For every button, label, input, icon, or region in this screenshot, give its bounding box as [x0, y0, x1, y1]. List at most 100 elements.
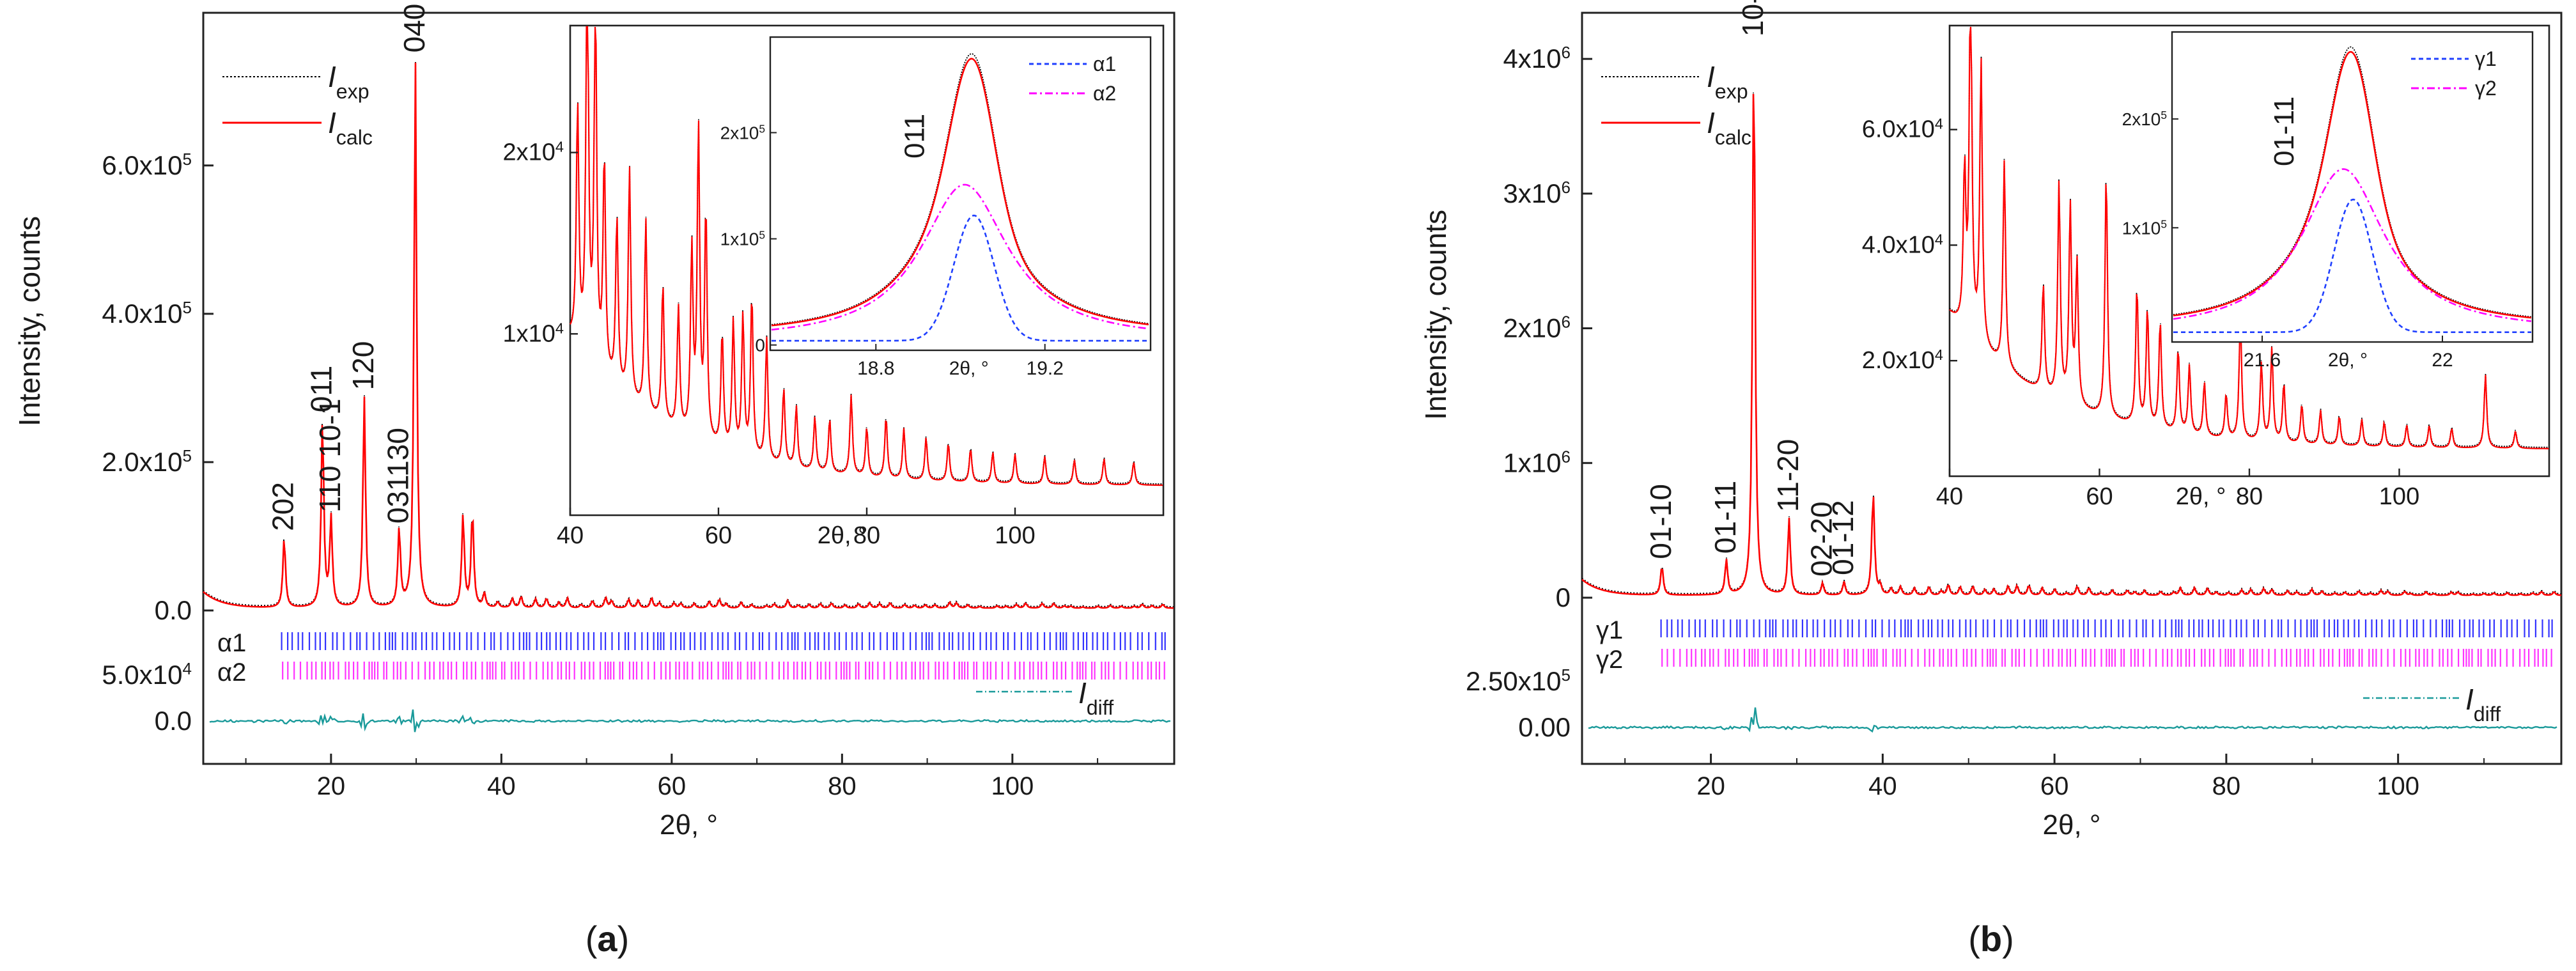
- legend-label-exp-subscript: exp: [336, 80, 369, 103]
- peak-label: 110 10-1: [313, 399, 346, 513]
- y-tick-label-base: 2x10: [1503, 313, 1561, 343]
- peak-label: 202: [267, 482, 300, 531]
- inset2-exp-line: [771, 53, 1149, 325]
- inset2-y-tick-label-base: 2x10: [720, 123, 759, 143]
- inset-x-tick-label: 80: [853, 522, 880, 549]
- y-tick-label-base: 4.0x10: [102, 299, 182, 329]
- y-tick-label-exponent: 6: [1562, 447, 1571, 466]
- y-tick-label-base: 2.0x10: [102, 447, 182, 477]
- legend-label-calc-subscript: calc: [1715, 126, 1751, 149]
- inset2-x-tick-label: 18.8: [857, 358, 894, 379]
- panel-label-letter: a: [597, 919, 617, 959]
- inset-y-tick-label-exponent: 4: [555, 320, 564, 336]
- inset2-x-axis-label: 2θ, °: [2328, 350, 2368, 371]
- diff-tick-label-base: 2.50x10: [1466, 666, 1561, 696]
- y-tick-label-base: 3x10: [1503, 178, 1561, 208]
- diff-tick-label: 0.00: [1518, 712, 1571, 742]
- peak-label: 02-20: [1804, 501, 1838, 577]
- inset-y-tick-label-exponent: 4: [1935, 346, 1943, 363]
- series-exp-line: [1581, 92, 2562, 595]
- plot-frame: [202, 12, 1175, 765]
- inset-x-tick-label: 80: [2236, 483, 2263, 510]
- phase-label: α1: [217, 629, 246, 657]
- peak-label: 011: [305, 366, 338, 412]
- x-axis-label: 2θ, °: [660, 809, 718, 841]
- inset2-legend-label: γ2: [2475, 77, 2497, 100]
- x-tick-label: 60: [658, 772, 687, 800]
- y-tick-label: 4.0x105: [102, 298, 192, 329]
- inset-x-axis-label: 2θ, °: [2176, 483, 2226, 510]
- inset2-component-1-line: [2173, 198, 2531, 333]
- inset2-y-tick-label: 0: [755, 336, 765, 355]
- phase-reflection-ticks-0: [281, 632, 1166, 650]
- y-tick-label-base: 4x10: [1503, 43, 1561, 74]
- y-tick-label: 0: [1556, 582, 1571, 612]
- series-exp-line: [203, 61, 1174, 608]
- inset2-y-tick-label-base: 1x10: [720, 229, 759, 249]
- inset2-y-tick-label-base: 1x10: [2122, 218, 2161, 238]
- phase-reflection-ticks-1: [1661, 649, 2552, 667]
- inset-x-tick-label: 100: [2379, 483, 2419, 510]
- diff-tick-label: 2.50x105: [1466, 665, 1571, 696]
- inset2-y-tick-label-exponent: 5: [2161, 217, 2167, 230]
- panel-label-letter: b: [1980, 919, 2002, 959]
- peak-label: 10-11: [1736, 0, 1769, 36]
- legend-label-diff-symbol: I: [1078, 676, 1087, 710]
- y-tick-label: 1x106: [1503, 447, 1571, 478]
- legend-label-calc-symbol: I: [328, 106, 336, 139]
- y-tick-label-exponent: 6: [1562, 178, 1571, 197]
- x-axis-label: 2θ, °: [2043, 809, 2101, 841]
- y-tick-label-exponent: 6: [1562, 43, 1571, 62]
- inset-x-axis-label: 2θ, °: [818, 522, 868, 549]
- legend-label-diff-subscript: diff: [2474, 703, 2501, 726]
- x-tick-label: 100: [2377, 772, 2419, 800]
- inset-y-tick-label-base: 1x10: [502, 320, 555, 347]
- inset-x-tick-label: 40: [557, 522, 584, 549]
- panel-label-open: (: [1968, 919, 1980, 959]
- legend-label-exp: Iexp: [328, 60, 369, 103]
- legend-label-exp-subscript: exp: [1715, 80, 1748, 103]
- x-tick-label: 20: [317, 772, 346, 800]
- inset2-x-axis-label: 2θ, °: [949, 358, 989, 379]
- legend-label-exp: Iexp: [1707, 60, 1748, 103]
- inset2-y-tick-label-exponent: 5: [2161, 109, 2167, 121]
- x-tick-label: 80: [2212, 772, 2241, 800]
- inset2-y-tick-label: 1x105: [720, 229, 765, 249]
- x-tick-label: 60: [2040, 772, 2069, 800]
- inset2-component-1-line: [772, 214, 1149, 342]
- x-tick-label: 40: [1868, 772, 1897, 800]
- inset-calc-line: [1949, 26, 2549, 449]
- inset-y-tick-label: 4.0x104: [1862, 231, 1943, 258]
- x-tick-label: 80: [828, 772, 857, 800]
- inset-y-tick-label-exponent: 4: [555, 139, 564, 155]
- legend-label-diff: Idiff: [1078, 676, 1113, 719]
- legend-label-diff-symbol: I: [2465, 683, 2474, 716]
- inset2-component-2-line: [771, 183, 1149, 331]
- inset2-legend-label: α1: [1093, 52, 1116, 75]
- legend-label-calc-subscript: calc: [336, 126, 373, 149]
- plot-frame: [1581, 12, 2563, 765]
- x-tick-label: 100: [991, 772, 1034, 800]
- inset-y-tick-label-base: 2.0x10: [1862, 347, 1935, 374]
- inset-y-tick-label-exponent: 4: [1935, 116, 1943, 132]
- inset2-y-tick-label-base: 2x10: [2122, 109, 2161, 129]
- legend-label-exp-symbol: I: [328, 60, 336, 93]
- diff-tick-label-base: 0.0: [155, 706, 192, 736]
- diff-tick-label-base: 5.0x10: [102, 660, 182, 690]
- legend-label-diff: Idiff: [2465, 683, 2501, 726]
- inset-x-tick-label: 100: [995, 522, 1035, 549]
- diff-tick-label-exponent: 5: [1562, 665, 1571, 685]
- y-tick-label-exponent: 5: [183, 150, 192, 169]
- inset2-legend-label: α2: [1093, 82, 1116, 105]
- inset-y-tick-label: 1x104: [502, 320, 564, 347]
- peak-label: 040: [398, 4, 431, 53]
- inset-x-tick-label: 60: [705, 522, 732, 549]
- inset2-frame: [769, 36, 1152, 352]
- peak-label: 11-20: [1771, 439, 1804, 512]
- inset2-calc-line: [2173, 50, 2532, 319]
- y-tick-label: 6.0x105: [102, 150, 192, 180]
